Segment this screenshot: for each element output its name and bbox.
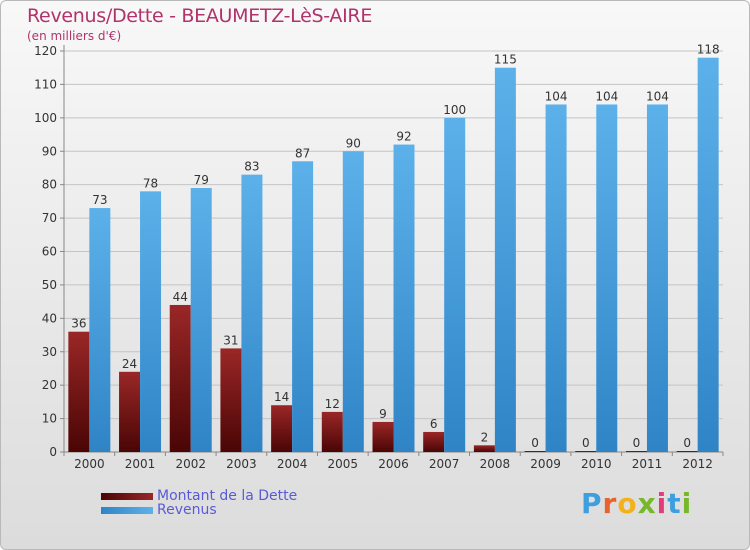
y-tick-label: 110 — [34, 77, 57, 91]
logo-letter: r — [602, 487, 618, 520]
y-tick-label: 20 — [42, 378, 57, 392]
data-label: 31 — [223, 333, 238, 347]
data-label: 87 — [295, 146, 310, 160]
logo-letter: i — [681, 487, 693, 520]
bar-dette — [119, 371, 141, 452]
x-tick-label: 2001 — [125, 457, 156, 471]
bar-layer — [68, 57, 719, 453]
bar-revenus — [292, 161, 314, 452]
bar-revenus — [444, 117, 466, 452]
logo-letter: o — [617, 487, 638, 520]
data-label: 14 — [274, 390, 289, 404]
bar-dette — [271, 405, 293, 452]
x-tick-label: 2008 — [480, 457, 511, 471]
bar-revenus — [697, 57, 719, 452]
data-label: 90 — [346, 136, 361, 150]
data-label: 12 — [325, 397, 340, 411]
y-tick-label: 30 — [42, 345, 57, 359]
y-tick-label: 10 — [42, 412, 57, 426]
x-tick-label: 2005 — [328, 457, 359, 471]
logo-letter: P — [581, 487, 603, 520]
x-tick-label: 2009 — [530, 457, 561, 471]
y-tick-label: 0 — [49, 445, 57, 459]
data-label: 104 — [595, 89, 618, 103]
legend-swatch-debt — [101, 492, 153, 500]
x-tick-label: 2012 — [682, 457, 713, 471]
bar-dette — [169, 304, 191, 452]
bar-dette — [676, 451, 698, 452]
data-label: 2 — [481, 430, 489, 444]
legend-item-debt: Montant de la Dette — [101, 488, 297, 504]
bar-dette — [575, 451, 597, 452]
x-tick-label: 2003 — [226, 457, 257, 471]
data-label: 0 — [582, 436, 590, 450]
x-tick-label: 2010 — [581, 457, 612, 471]
y-tick-label: 120 — [34, 44, 57, 58]
logo-letter: t — [667, 487, 682, 520]
data-label: 83 — [244, 160, 259, 174]
data-label: 73 — [92, 193, 107, 207]
y-tick-label: 70 — [42, 211, 57, 225]
proxiti-logo: Proxiti — [581, 487, 692, 520]
logo-letter: x — [637, 487, 657, 520]
data-label: 104 — [545, 89, 568, 103]
data-label: 9 — [379, 407, 387, 421]
bar-revenus — [646, 104, 668, 452]
x-tick-label: 2004 — [277, 457, 308, 471]
data-label: 24 — [122, 357, 137, 371]
legend-item-revenue: Revenus — [101, 502, 217, 518]
bar-revenus — [596, 104, 618, 452]
bar-dette — [372, 421, 394, 452]
bar-revenus — [140, 191, 162, 452]
data-label: 0 — [683, 436, 691, 450]
bar-revenus — [241, 174, 263, 452]
x-tick-label: 2006 — [378, 457, 409, 471]
bar-dette — [524, 451, 546, 452]
legend-label-debt: Montant de la Dette — [157, 488, 298, 504]
y-tick-label: 100 — [34, 111, 57, 125]
chart-title: Revenus/Dette - BEAUMETZ-LèS-AIRE — [27, 5, 373, 27]
data-label: 0 — [531, 436, 539, 450]
bar-dette — [423, 431, 445, 452]
bar-revenus — [393, 144, 415, 453]
y-tick-label: 90 — [42, 144, 57, 158]
x-tick-label: 2002 — [175, 457, 206, 471]
bar-dette — [473, 445, 495, 452]
data-label: 44 — [173, 290, 188, 304]
data-label: 79 — [194, 173, 209, 187]
bar-dette — [321, 411, 343, 452]
y-tick-label: 80 — [42, 178, 57, 192]
y-tick-label: 40 — [42, 311, 57, 325]
data-label: 115 — [494, 53, 517, 67]
data-label: 104 — [646, 89, 669, 103]
data-label: 92 — [396, 130, 411, 144]
data-label: 78 — [143, 176, 158, 190]
legend-label-revenue: Revenus — [157, 502, 217, 518]
bar-dette — [220, 348, 242, 452]
data-label: 0 — [633, 436, 641, 450]
legend-swatch-revenue — [101, 506, 153, 514]
bar-revenus — [545, 104, 567, 452]
data-label: 36 — [71, 317, 86, 331]
x-tick-label: 2000 — [74, 457, 105, 471]
bar-revenus — [190, 188, 212, 452]
data-label: 100 — [443, 103, 466, 117]
data-label: 6 — [430, 417, 438, 431]
bar-dette — [68, 331, 90, 452]
logo-letter: i — [656, 487, 668, 520]
data-label: 118 — [697, 43, 720, 57]
bar-dette — [625, 451, 647, 452]
chart-subtitle: (en milliers d'€) — [27, 29, 122, 43]
bar-revenus — [89, 208, 111, 452]
label-layer: 36 73 24 78 44 79 31 83 14 87 12 90 9 92 6 100 2 115 0 104 0… — [71, 43, 719, 450]
bar-revenus — [342, 151, 364, 452]
x-tick-label: 2007 — [429, 457, 460, 471]
y-tick-label: 60 — [42, 245, 57, 259]
bar-revenus — [494, 67, 516, 452]
x-tick-label: 2011 — [632, 457, 663, 471]
y-tick-label: 50 — [42, 278, 57, 292]
